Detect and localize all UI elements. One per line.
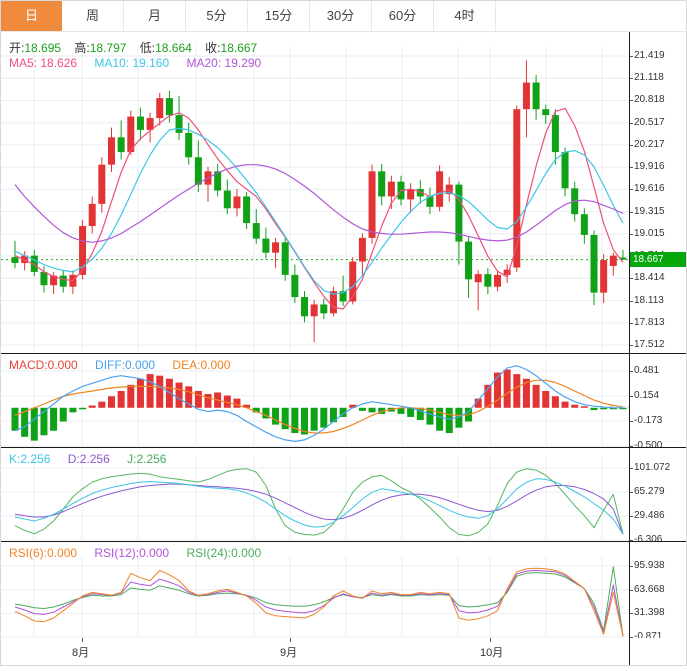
rsi-panel: RSI(6):0.000 RSI(12):0.000 RSI(24):0.000…	[1, 541, 686, 638]
high-label: 高:	[74, 41, 90, 55]
open-value: 18.695	[24, 41, 62, 55]
low-value: 18.664	[155, 41, 192, 55]
open-label: 开:	[9, 41, 25, 55]
main-y-axis: 18.667 21.419 21.118 20.818 20.517 20.217 19.…	[629, 32, 686, 353]
macd-canvas[interactable]	[1, 354, 629, 447]
rsi24-legend: RSI(24):0.000	[186, 546, 262, 560]
rsi-legend: RSI(6):0.000 RSI(12):0.000 RSI(24):0.000	[9, 546, 275, 560]
last-price-badge: 18.667	[630, 252, 686, 268]
dea-legend: DEA:0.000	[172, 358, 231, 372]
kdj-panel: K:2.256 D:2.256 J:2.256 101.072 65.279 29.…	[1, 447, 686, 541]
macd-legend: MACD:0.000 DIFF:0.000 DEA:0.000	[9, 358, 244, 372]
close-label: 收:	[205, 41, 221, 55]
ma-legend: MA5: 18.626 MA10: 19.160 MA20: 19.290	[9, 56, 275, 70]
rsi6-legend: RSI(6):0.000	[9, 546, 78, 560]
macd-value-legend: MACD:0.000	[9, 358, 78, 372]
x-axis-row: 8月 9月 10月	[1, 638, 686, 665]
tab-week[interactable]: 周	[62, 1, 124, 31]
d-legend: D:2.256	[67, 452, 110, 466]
x-axis-corner	[629, 638, 686, 665]
rsi12-legend: RSI(12):0.000	[94, 546, 170, 560]
kdj-y-axis: 101.072 65.279 29.486 -6.306	[629, 448, 686, 541]
ma20-legend: MA20: 19.290	[186, 56, 262, 70]
tab-4hour[interactable]: 4时	[434, 1, 496, 31]
x-axis-label: 8月	[72, 647, 90, 659]
tab-30min[interactable]: 30分	[310, 1, 372, 31]
tab-5min[interactable]: 5分	[186, 1, 248, 31]
tab-month[interactable]: 月	[124, 1, 186, 31]
low-label: 低:	[139, 41, 156, 55]
tab-day[interactable]: 日	[1, 1, 62, 31]
high-value: 18.797	[89, 41, 127, 55]
macd-panel: MACD:0.000 DIFF:0.000 DEA:0.000 0.481 0.1…	[1, 353, 686, 447]
rsi-canvas[interactable]	[1, 542, 629, 638]
timeframe-tabs: 日 周 月 5分 15分 30分 60分 4时	[1, 1, 686, 32]
x-axis-label: 10月	[480, 647, 504, 659]
macd-y-axis: 0.481 0.154 -0.173 -0.500	[629, 354, 686, 447]
x-axis-label: 9月	[280, 647, 298, 659]
j-legend: J:2.256	[127, 452, 167, 466]
tab-60min[interactable]: 60分	[372, 1, 434, 31]
rsi-y-axis: 95.938 63.668 31.398 -0.871	[629, 542, 686, 638]
ma10-legend: MA10: 19.160	[94, 56, 170, 70]
ma5-legend: MA5: 18.626	[9, 56, 78, 70]
kdj-canvas[interactable]	[1, 448, 629, 541]
main-chart-panel: 开:18.695 高:18.797 低:18.664 收:18.667 MA5:…	[1, 32, 686, 353]
tab-15min[interactable]: 15分	[248, 1, 310, 31]
candlestick-canvas[interactable]	[1, 32, 629, 353]
tabs-filler	[496, 1, 686, 31]
kdj-legend: K:2.256 D:2.256 J:2.256	[9, 452, 180, 466]
close-value: 18.667	[220, 41, 258, 55]
k-legend: K:2.256	[9, 452, 51, 466]
diff-legend: DIFF:0.000	[95, 358, 156, 372]
ohlc-legend: 开:18.695 高:18.797 低:18.664 收:18.667	[9, 39, 267, 56]
